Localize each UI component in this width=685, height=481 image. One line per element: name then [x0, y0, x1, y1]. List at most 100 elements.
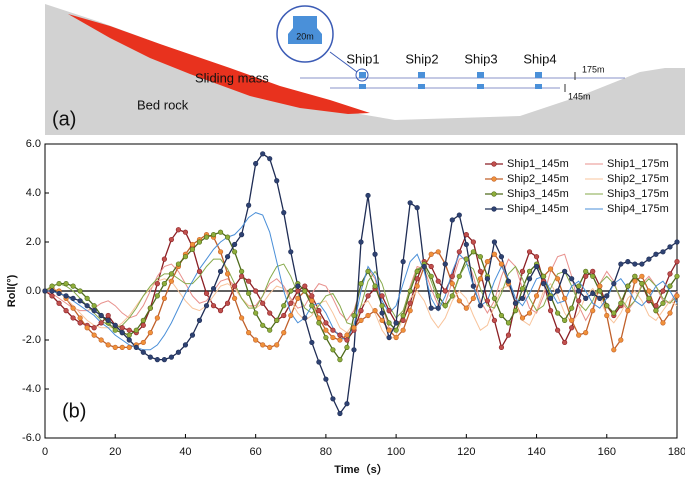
point-marker	[217, 249, 224, 255]
ship-icon	[535, 72, 542, 78]
point-marker	[217, 308, 224, 314]
point-marker	[126, 344, 132, 350]
point-marker	[569, 305, 575, 311]
point-marker	[653, 251, 659, 257]
point-marker	[161, 357, 167, 363]
point-marker	[309, 298, 315, 304]
point-marker	[400, 317, 406, 324]
point-marker	[611, 281, 617, 287]
point-marker	[555, 276, 561, 282]
point-marker	[484, 298, 491, 304]
point-marker	[660, 249, 666, 255]
point-marker	[365, 312, 371, 319]
point-marker	[625, 308, 631, 314]
point-marker	[400, 327, 406, 333]
point-marker	[393, 334, 399, 341]
point-marker	[49, 293, 55, 299]
point-marker	[77, 288, 83, 294]
point-marker	[161, 281, 167, 287]
point-marker	[533, 263, 540, 270]
point-marker	[98, 337, 104, 343]
point-marker	[386, 320, 392, 326]
point-marker	[98, 320, 104, 326]
point-marker	[70, 283, 76, 289]
point-marker	[400, 259, 406, 265]
point-marker	[583, 295, 589, 301]
ship-icon	[418, 72, 425, 78]
point-marker	[540, 281, 547, 287]
legend-marker	[491, 206, 497, 212]
point-marker	[498, 261, 505, 267]
point-marker	[590, 268, 596, 275]
point-marker	[569, 325, 575, 331]
point-marker	[463, 232, 469, 238]
point-marker	[358, 281, 364, 287]
legend-marker	[491, 176, 497, 182]
point-marker	[576, 298, 582, 304]
point-marker	[224, 234, 231, 240]
point-marker	[491, 251, 498, 257]
y-tick-label: 2.0	[26, 236, 41, 248]
legend-label: Ship4_175m	[607, 203, 669, 215]
point-marker	[267, 327, 273, 333]
point-marker	[253, 337, 259, 343]
point-marker	[512, 300, 519, 306]
point-marker	[435, 249, 441, 255]
point-marker	[414, 276, 420, 282]
point-marker	[562, 339, 568, 346]
point-marker	[526, 249, 533, 255]
point-marker	[618, 261, 624, 267]
point-marker	[288, 300, 294, 306]
point-marker	[562, 295, 568, 301]
point-marker	[274, 342, 280, 348]
point-marker	[246, 202, 252, 208]
point-marker	[316, 308, 322, 314]
point-marker	[583, 268, 589, 275]
point-marker	[119, 330, 125, 336]
sliding-mass-label: Sliding mass	[195, 70, 269, 85]
point-marker	[569, 276, 575, 282]
point-marker	[91, 332, 97, 338]
point-marker	[477, 254, 483, 260]
point-marker	[618, 300, 624, 306]
point-marker	[456, 249, 462, 255]
point-marker	[232, 249, 238, 255]
point-marker	[351, 325, 357, 331]
point-marker	[372, 283, 378, 289]
point-marker	[463, 241, 469, 248]
point-marker	[309, 339, 315, 346]
point-marker	[660, 320, 666, 326]
point-marker	[379, 303, 385, 309]
point-marker	[281, 303, 287, 309]
point-marker	[547, 266, 554, 272]
point-marker	[337, 332, 343, 338]
point-marker	[449, 293, 455, 299]
point-marker	[154, 357, 160, 363]
point-marker	[646, 295, 652, 301]
point-marker	[98, 312, 104, 319]
point-marker	[140, 322, 146, 328]
point-marker	[435, 278, 441, 284]
point-marker	[189, 332, 196, 338]
point-marker	[323, 376, 329, 382]
point-marker	[70, 305, 76, 311]
point-marker	[667, 271, 673, 277]
point-marker	[260, 342, 266, 348]
diagram: 20m Ship1 Ship2 Ship3 Ship4 175m 145m Sl…	[45, 4, 685, 135]
point-marker	[498, 254, 505, 260]
point-marker	[386, 327, 392, 333]
y-tick-label: -6.0	[22, 432, 41, 444]
ship-zoom	[288, 16, 322, 44]
point-marker	[435, 293, 441, 299]
bed-rock-shape	[45, 4, 685, 135]
point-marker	[463, 256, 469, 262]
point-marker	[505, 320, 512, 326]
point-marker	[239, 273, 245, 279]
series-line	[45, 212, 678, 351]
point-marker	[154, 281, 160, 287]
point-marker	[498, 312, 505, 319]
point-marker	[379, 317, 385, 324]
ship-icon	[477, 84, 484, 89]
legend-label: Ship2_145m	[507, 173, 569, 185]
point-marker	[547, 308, 554, 314]
